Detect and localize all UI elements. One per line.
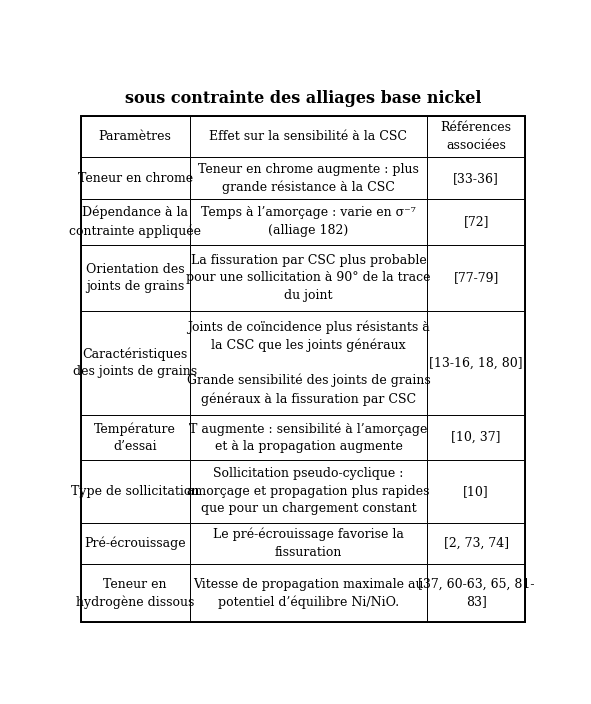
Bar <box>427 564 525 622</box>
Text: Teneur en chrome: Teneur en chrome <box>77 172 193 184</box>
Bar <box>427 415 525 460</box>
Bar <box>190 199 427 244</box>
Text: [10]: [10] <box>463 485 489 498</box>
Bar <box>427 311 525 415</box>
Bar <box>427 522 525 564</box>
Text: [10, 37]: [10, 37] <box>452 431 501 444</box>
Bar <box>190 158 427 199</box>
Text: Type de sollicitation: Type de sollicitation <box>71 485 199 498</box>
Text: [2, 73, 74]: [2, 73, 74] <box>444 537 509 550</box>
Text: Vitesse de propagation maximale au
potentiel d’équilibre Ni/NiO.: Vitesse de propagation maximale au poten… <box>193 577 424 609</box>
Bar <box>427 158 525 199</box>
Text: Teneur en chrome augmente : plus
grande résistance à la CSC: Teneur en chrome augmente : plus grande … <box>198 163 419 194</box>
Bar <box>190 415 427 460</box>
Text: Température
d’essai: Température d’essai <box>94 422 176 453</box>
Bar <box>427 199 525 244</box>
Text: Sollicitation pseudo-cyclique :
amorçage et propagation plus rapides
que pour un: Sollicitation pseudo-cyclique : amorçage… <box>187 467 430 515</box>
Bar <box>190 244 427 311</box>
Bar <box>427 460 525 522</box>
Bar <box>190 460 427 522</box>
Text: Dépendance à la
contrainte appliquée: Dépendance à la contrainte appliquée <box>69 206 201 238</box>
Bar <box>81 415 190 460</box>
Bar <box>81 244 190 311</box>
Text: La fissuration par CSC plus probable
pour une sollicitation à 90° de la trace
du: La fissuration par CSC plus probable pou… <box>186 253 431 302</box>
Bar <box>81 311 190 415</box>
Text: sous contrainte des alliages base nickel: sous contrainte des alliages base nickel <box>125 90 481 107</box>
Text: Références
associées: Références associées <box>441 121 512 152</box>
Bar <box>81 564 190 622</box>
Bar <box>190 311 427 415</box>
Text: [33-36]: [33-36] <box>453 172 499 184</box>
Text: [37, 60-63, 65, 81-
83]: [37, 60-63, 65, 81- 83] <box>418 578 534 608</box>
Text: Joints de coïncidence plus résistants à
la CSC que les joints généraux

Grande s: Joints de coïncidence plus résistants à … <box>187 320 430 406</box>
Text: Pré-écrouissage: Pré-écrouissage <box>85 536 186 550</box>
Text: T augmente : sensibilité à l’amorçage
et à la propagation augmente: T augmente : sensibilité à l’amorçage et… <box>189 422 428 453</box>
Bar <box>81 460 190 522</box>
Bar <box>427 244 525 311</box>
Text: Caractéristiques
des joints de grains: Caractéristiques des joints de grains <box>73 347 197 378</box>
Text: [77-79]: [77-79] <box>453 271 499 284</box>
Bar <box>81 158 190 199</box>
Bar <box>190 116 427 158</box>
Bar <box>81 522 190 564</box>
Text: Paramètres: Paramètres <box>99 130 171 143</box>
Text: Teneur en
hydrogène dissous: Teneur en hydrogène dissous <box>76 577 194 609</box>
Bar <box>81 116 190 158</box>
Bar <box>190 564 427 622</box>
Text: [13-16, 18, 80]: [13-16, 18, 80] <box>429 356 523 370</box>
Text: Temps à l’amorçage : varie en σ⁻⁷
(alliage 182): Temps à l’amorçage : varie en σ⁻⁷ (allia… <box>201 206 416 237</box>
Bar <box>81 199 190 244</box>
Bar <box>190 522 427 564</box>
Text: Orientation des
joints de grains: Orientation des joints de grains <box>86 263 184 293</box>
Bar <box>427 116 525 158</box>
Text: Le pré-écrouissage favorise la
fissuration: Le pré-écrouissage favorise la fissurati… <box>213 528 404 559</box>
Text: [72]: [72] <box>463 215 489 228</box>
Text: Effet sur la sensibilité à la CSC: Effet sur la sensibilité à la CSC <box>209 130 407 143</box>
